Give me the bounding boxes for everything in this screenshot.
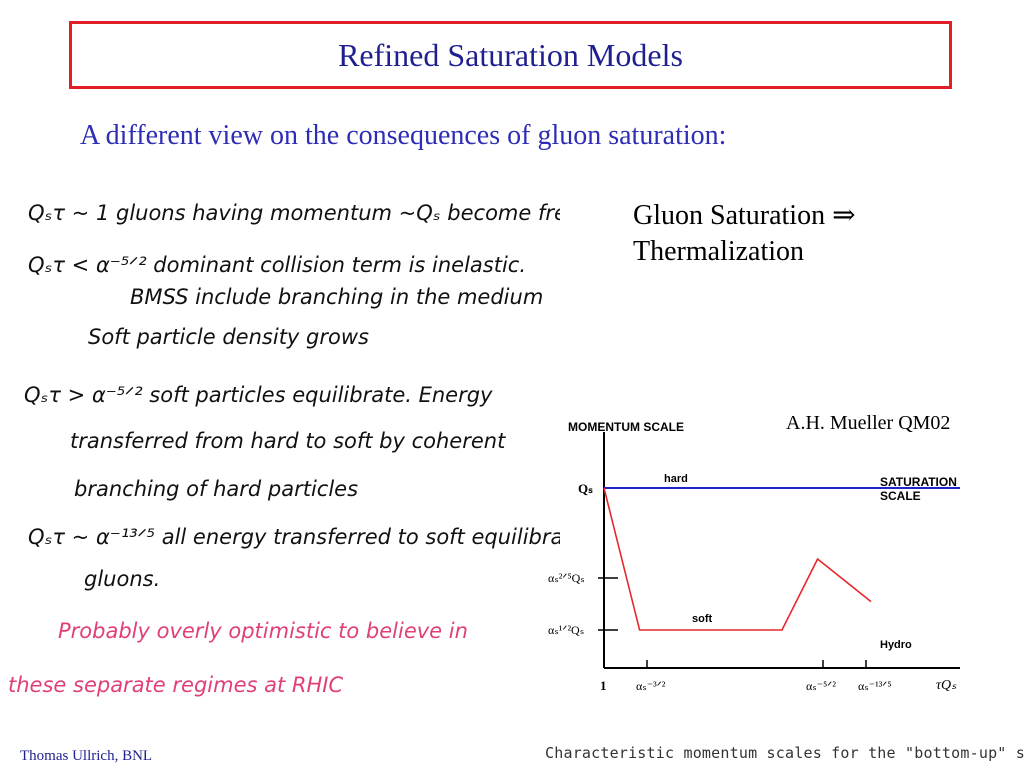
momentum-chart: MOMENTUM SCALE τQₛ Qₛ αₛ²ᐟ⁵Qₛ αₛ¹ᐟ²Qₛ 1 … — [540, 410, 1010, 710]
title-box: Refined Saturation Models — [69, 21, 952, 89]
slide-subtitle: A different view on the consequences of … — [80, 120, 727, 151]
annotation-saturation: SATURATION — [880, 475, 957, 489]
pink-note-1: Probably overly optimistic to believe in — [58, 619, 468, 643]
credit-text: A.H. Mueller QM02 — [786, 412, 951, 434]
series-soft-line — [603, 487, 872, 631]
note-line-4: Soft particle density grows — [88, 325, 369, 349]
slide-title: Refined Saturation Models — [338, 36, 683, 73]
handwritten-notes: Qₛτ ~ 1 gluons having momentum ~Qₛ becom… — [0, 180, 599, 710]
note-line-2: Qₛτ < α⁻⁵ᐟ² dominant collision term is i… — [28, 253, 526, 277]
claim-text: Gluon Saturation ⇒ Thermalization — [633, 198, 856, 270]
x-tick-label-2: αₛ⁻³ᐟ² — [636, 679, 666, 693]
note-line-6: transferred from hard to soft by coheren… — [70, 429, 506, 453]
momentum-chart-svg: MOMENTUM SCALE τQₛ Qₛ αₛ²ᐟ⁵Qₛ αₛ¹ᐟ²Qₛ 1 … — [548, 420, 960, 693]
footer-author: Thomas Ullrich, BNL — [20, 748, 153, 764]
y-tick-label-2: αₛ²ᐟ⁵Qₛ — [548, 571, 585, 585]
note-line-8: Qₛτ ~ α⁻¹³ᐟ⁵ all energy transferred to s… — [28, 525, 560, 549]
series-label-soft: soft — [692, 613, 713, 625]
handwritten-notes-canvas: Qₛτ ~ 1 gluons having momentum ~Qₛ becom… — [8, 201, 599, 697]
note-line-1: Qₛτ ~ 1 gluons having momentum ~Qₛ becom… — [28, 201, 560, 225]
series-label-hard: hard — [664, 473, 688, 485]
annotation-scale: SCALE — [880, 489, 921, 503]
claim-line-2: Thermalization — [633, 236, 805, 267]
claim-line-1: Gluon Saturation ⇒ — [633, 200, 856, 231]
y-tick-label-1: Qₛ — [578, 481, 593, 496]
y-tick-label-3: αₛ¹ᐟ²Qₛ — [548, 623, 584, 637]
x-axis-title: τQₛ — [936, 678, 957, 693]
annotation-hydro: Hydro — [880, 639, 912, 651]
x-tick-label-3: αₛ⁻⁵ᐟ² — [806, 679, 836, 693]
note-line-9: gluons. — [84, 567, 160, 591]
chart-caption: Characteristic momentum scales for the "… — [545, 744, 1024, 762]
note-line-5: Qₛτ > α⁻⁵ᐟ² soft particles equilibrate. … — [24, 383, 493, 407]
x-tick-label-4: αₛ⁻¹³ᐟ⁵ — [858, 679, 892, 693]
note-line-7: branching of hard particles — [74, 477, 358, 501]
note-line-3: BMSS include branching in the medium — [130, 285, 543, 309]
x-tick-label-1: 1 — [600, 678, 607, 693]
pink-note-2: these separate regimes at RHIC — [8, 673, 343, 697]
y-axis-title: MOMENTUM SCALE — [568, 420, 684, 434]
